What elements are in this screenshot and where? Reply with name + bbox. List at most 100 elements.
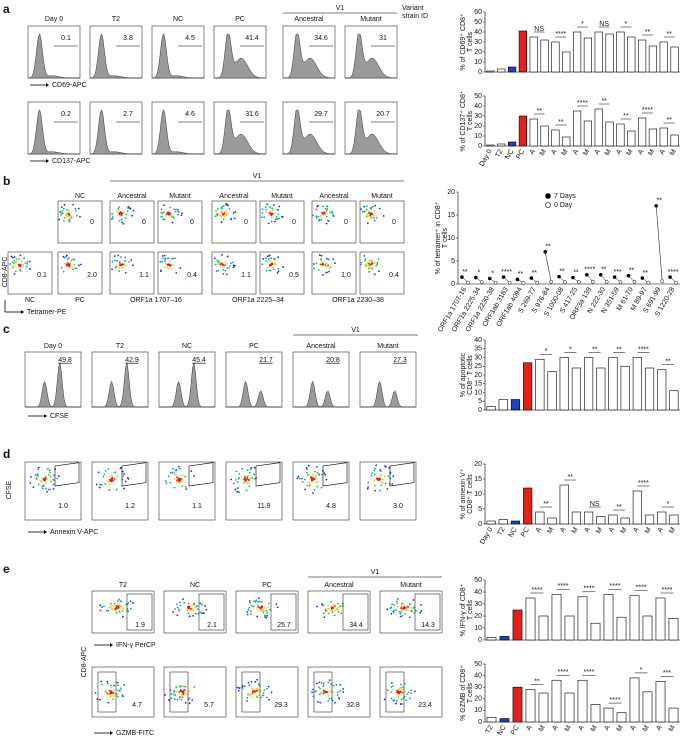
event-dot [111,475,114,477]
event-dot [372,205,374,208]
y-tick-label: 30 [474,354,482,361]
pair-line [544,251,552,282]
bar [669,514,679,525]
event-dot [268,698,270,701]
x-tick-label: A [615,148,624,156]
x-tick-label: Day 0 [479,148,494,167]
point [466,280,470,285]
event-dot [368,212,370,215]
event-dot [100,680,103,683]
gate [169,671,189,713]
group-header: V1 [253,173,262,180]
plot-title: Mutant [169,193,190,200]
bar [551,679,562,723]
event-dot [337,610,340,613]
x-tick-label: M [595,526,604,535]
bar [596,516,606,525]
event-dot [366,213,368,216]
point [473,275,478,280]
event-dot [188,615,191,618]
event-dot [175,603,178,606]
y-tick-label: 20 [474,613,482,620]
event-dot [386,488,389,490]
event-dot [313,267,315,270]
event-dot [320,261,323,264]
event-dot [364,259,366,262]
y-tick-label: 30 [474,601,482,608]
event-dot [399,612,402,615]
significance: **** [584,267,595,274]
event-dot [336,694,339,696]
point [660,279,665,284]
event-dot [325,257,328,260]
event-dot [328,607,331,610]
event-dot [122,210,125,213]
event-dot [317,480,319,483]
event-dot [116,681,119,684]
significance: NS [534,26,544,33]
event-dot [317,701,319,703]
event-dot [323,212,326,215]
event-dot [161,215,163,218]
event-dot [129,608,132,610]
bar [590,622,601,641]
significance: * [491,270,494,277]
event-dot [226,213,228,215]
gate [385,671,405,713]
event-dot [265,211,268,214]
plot-frame [57,200,103,244]
event-dot [110,684,112,687]
event-dot [71,266,73,269]
plot-frame [235,666,299,718]
event-dot [180,479,183,482]
x-tick-label: M [626,148,635,157]
gate-value: 0 [142,219,146,226]
bar [551,129,560,147]
group-header: V1 [351,327,360,334]
plot-title: NC [173,16,183,23]
event-dot [170,693,173,695]
event-dot [326,271,328,274]
event-dot [217,212,220,215]
event-dot [275,603,278,606]
histogram [360,380,416,408]
event-dot [117,254,120,257]
event-dot [397,688,400,691]
significance: **** [501,269,512,276]
event-dot [234,488,237,491]
event-dot [254,680,257,683]
event-dot [379,469,382,472]
significance: **** [638,480,649,487]
event-dot [232,212,235,214]
event-dot [220,210,223,213]
event-dot [336,602,339,605]
event-dot [177,465,180,468]
x-tick-label: A [629,724,638,732]
event-dot [339,684,342,686]
bar [632,490,642,525]
event-dot [265,259,268,262]
event-dot [107,480,110,483]
plot-title: Mutant [377,343,398,350]
event-dot [115,612,118,614]
event-dot [118,219,121,222]
event-dot [312,492,314,494]
point [479,280,484,285]
event-dot [129,207,132,210]
event-dot [325,210,328,213]
event-dot [37,483,40,486]
significance: **** [558,583,569,590]
event-dot [196,608,199,611]
event-dot [174,210,177,213]
event-dot [392,611,395,614]
x-tick-label: A [559,526,568,534]
event-dot [175,468,178,471]
gate-value: 0 [392,219,396,226]
plot-frame [91,461,149,521]
event-dot [238,472,241,475]
event-dot [184,702,187,704]
event-dot [297,475,300,478]
bar [644,367,655,411]
event-dot [50,480,52,483]
event-dot [317,269,320,271]
